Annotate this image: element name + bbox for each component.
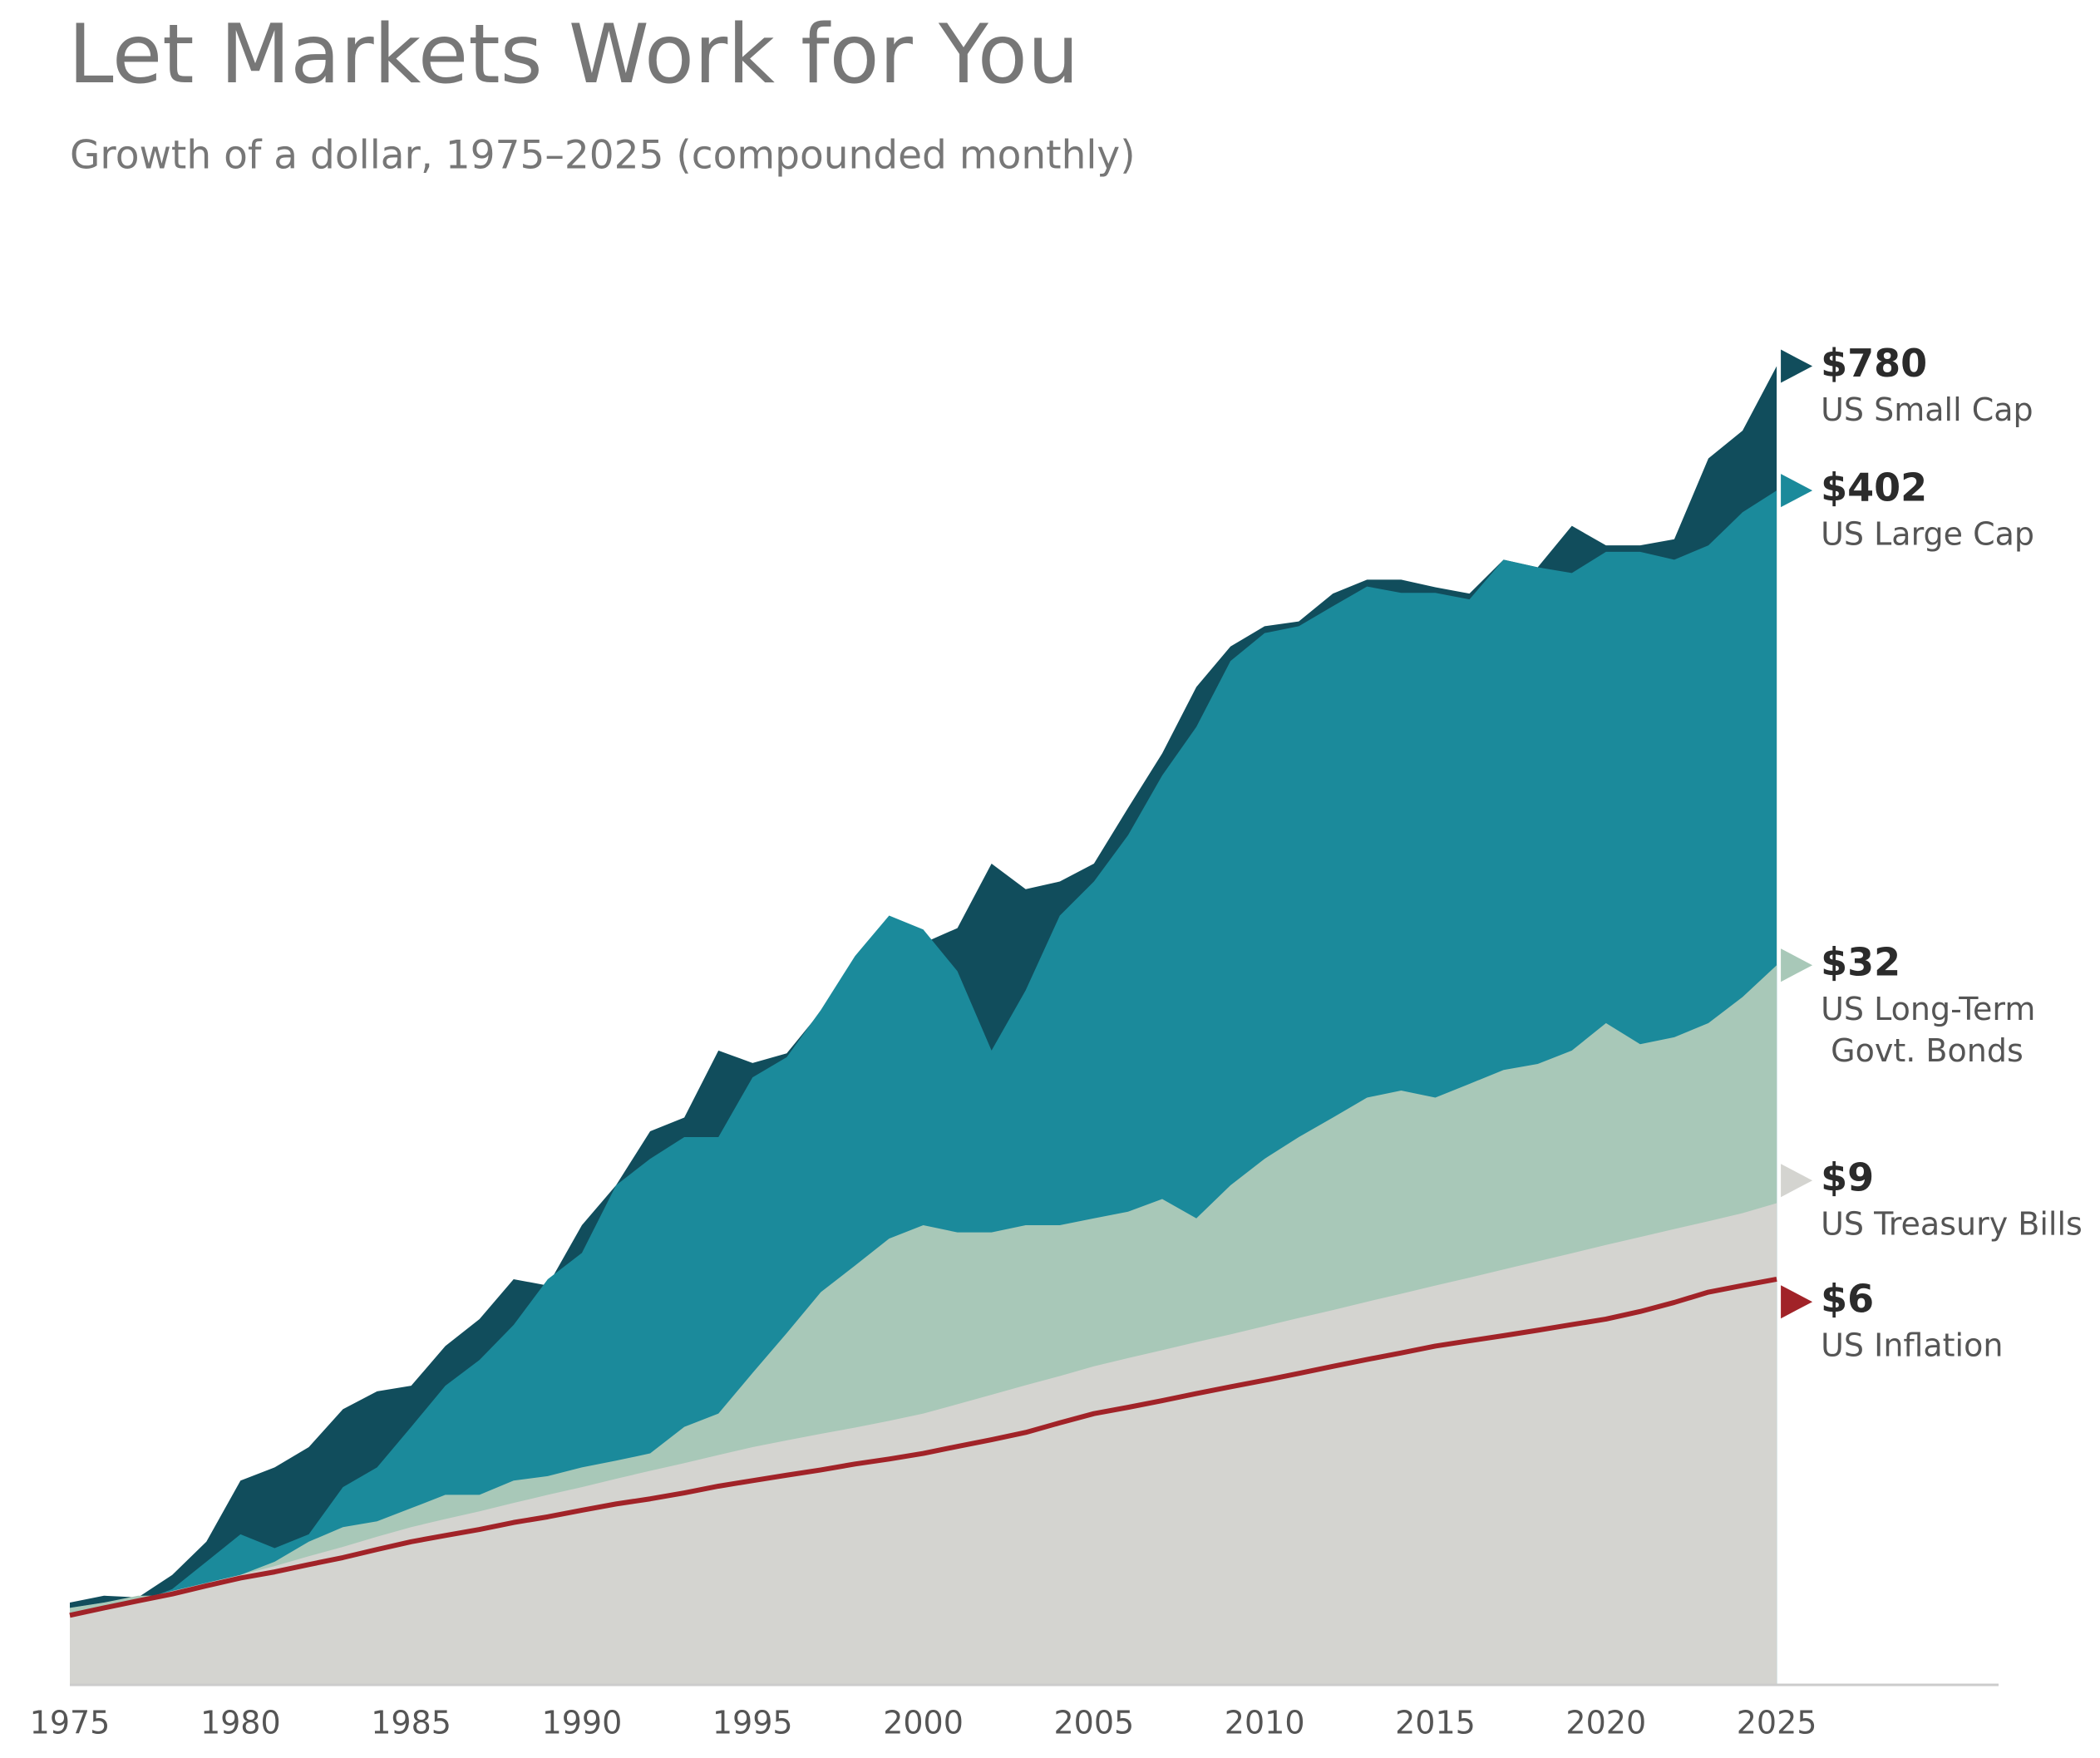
x-tick-label: 1995 — [712, 1705, 793, 1741]
x-tick-label: 1980 — [200, 1705, 281, 1741]
x-tick-label: 2005 — [1053, 1705, 1134, 1741]
end-marker — [1781, 948, 1813, 982]
x-tick-label: 1990 — [542, 1705, 623, 1741]
end-marker — [1781, 1164, 1813, 1198]
legend-label: US Long-Term Govt. Bonds — [1821, 991, 2035, 1069]
end-value-label: $6 — [1821, 1277, 1874, 1322]
x-tick-label: 2020 — [1565, 1705, 1646, 1741]
area — [70, 1203, 1777, 1685]
legend-label: US Inflation — [1821, 1327, 2003, 1364]
end-marker — [1781, 349, 1813, 383]
line — [69, 1277, 1777, 1618]
chart-title: Let Markets Work for You — [68, 7, 1079, 102]
x-tick-label: 2000 — [883, 1705, 964, 1741]
legend-label: US Small Cap — [1821, 391, 2033, 428]
x-tick-label: 1975 — [30, 1705, 111, 1741]
end-marker — [1781, 1285, 1813, 1319]
x-tick-label: 1985 — [371, 1705, 451, 1741]
end-value-label: $780 — [1821, 341, 1927, 386]
x-tick-label: 2025 — [1737, 1705, 1817, 1741]
legend-label: US Large Cap — [1821, 516, 2034, 553]
x-tick-label: 2015 — [1395, 1705, 1476, 1741]
end-value-label: $402 — [1821, 465, 1927, 510]
end-value-label: $32 — [1821, 940, 1900, 985]
legend-label: US Treasury Bills — [1821, 1206, 2083, 1243]
end-value-label: $9 — [1821, 1155, 1874, 1200]
chart-subtitle: Growth of a dollar, 1975–2025 (compounde… — [70, 133, 1136, 179]
x-tick-label: 2010 — [1225, 1705, 1305, 1741]
end-marker — [1781, 474, 1813, 508]
